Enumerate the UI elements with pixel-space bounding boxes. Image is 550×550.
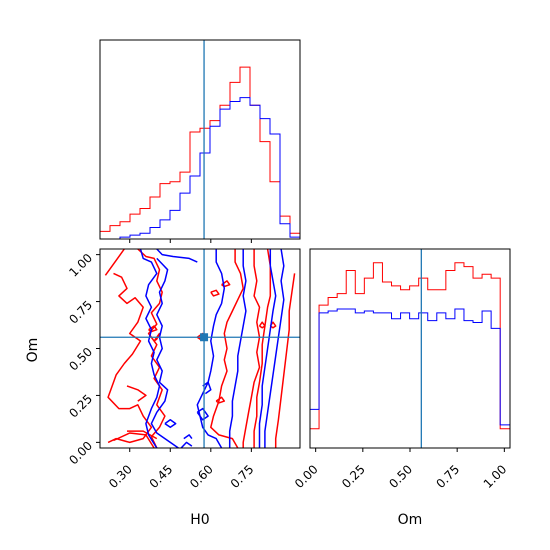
om-y-tick-label: 0.50 <box>66 345 95 374</box>
h0-om-contour-panel: 0.30 0.45 0.60 0.75 0.00 0.25 0.50 0.75 1.00 <box>66 248 301 491</box>
contour-blue-10 <box>180 441 193 448</box>
contour-lines <box>104 249 296 448</box>
contour-red-3 <box>137 249 166 448</box>
contour-blue-1 <box>156 249 198 263</box>
contour-blue-8 <box>202 381 212 395</box>
om-x-tick-label: 1.00 <box>481 462 510 491</box>
om-histogram-red <box>309 262 511 448</box>
om-histogram-blue <box>309 308 511 448</box>
om-x-tick-label: 0.25 <box>339 462 368 491</box>
contour-blue-3 <box>139 249 161 448</box>
om-x-tick-label: 0.75 <box>433 462 462 491</box>
om-histogram-frame <box>309 248 511 449</box>
contour-blue-12 <box>183 434 193 440</box>
om-x-tick-label: 0.00 <box>292 462 321 491</box>
h0-tick-label: 0.45 <box>147 462 176 491</box>
contour-blue-5 <box>228 249 247 448</box>
contour-red-8 <box>113 432 155 448</box>
contour-red-5 <box>242 249 261 448</box>
contour-red-16 <box>258 321 266 329</box>
contour-red-4 <box>210 249 244 448</box>
contour-blue-7 <box>264 249 285 448</box>
om-y-tick-label: 0.25 <box>66 392 95 421</box>
contour-blue-6 <box>258 249 277 448</box>
contour-red-6 <box>253 249 272 448</box>
contour-red-15 <box>210 289 220 297</box>
om-y-tick-label: 1.00 <box>66 251 95 280</box>
contour-blue-2 <box>150 257 179 448</box>
h0-tick-label: 0.30 <box>106 462 135 491</box>
contour-blue-11 <box>164 419 177 429</box>
h0-histogram-red <box>99 66 301 239</box>
om-x-tick-label: 0.50 <box>386 462 415 491</box>
om-y-axis-label: Om <box>25 338 41 363</box>
contour-red-7 <box>274 273 296 448</box>
h0-histogram-panel <box>99 39 301 243</box>
om-x-axis-label: Om <box>398 512 423 528</box>
om-y-tick-label: 0.75 <box>66 298 95 327</box>
contour-red-9 <box>127 430 158 440</box>
h0-tick-label: 0.60 <box>187 462 216 491</box>
h0-histogram-frame <box>99 39 301 240</box>
contour-red-18 <box>215 396 226 404</box>
contour-red-1 <box>104 249 125 276</box>
h0-axis-label: H0 <box>190 512 209 528</box>
contour-red-10 <box>126 385 147 402</box>
h0-tick-label: 0.75 <box>228 462 257 491</box>
contour-red-17 <box>269 321 277 329</box>
contour-blue-9 <box>196 407 209 421</box>
contour-red-2 <box>107 272 153 444</box>
truth-marker <box>200 333 209 342</box>
om-y-tick-label: 0.00 <box>66 439 95 468</box>
om-histogram-panel: 0.00 0.25 0.50 0.75 1.00 <box>292 248 511 491</box>
contour-red-11 <box>153 332 161 342</box>
h0-histogram-blue <box>100 97 301 240</box>
